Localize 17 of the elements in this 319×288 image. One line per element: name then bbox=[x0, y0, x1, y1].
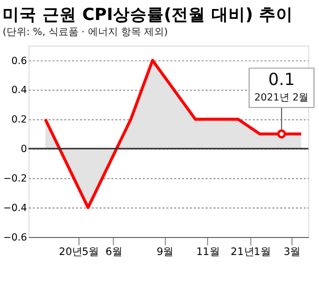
x-tick-label: 11월 bbox=[196, 246, 220, 258]
x-tick-label: 6월 bbox=[106, 246, 122, 258]
y-tick-label: −0.4 bbox=[3, 202, 27, 214]
chart-subtitle: (단위: %, 식료품 · 에너지 항목 제외) bbox=[2, 26, 168, 38]
chart-title: 미국 근원 CPI상승률(전월 대비) 추이 bbox=[2, 5, 293, 24]
x-tick-label: 21년1월 bbox=[230, 246, 270, 258]
annotation: 2021년 2월 bbox=[254, 92, 309, 104]
y-tick-label: −0.6 bbox=[3, 232, 27, 244]
x-tick-label: 3월 bbox=[284, 246, 300, 258]
y-tick-label: 0 bbox=[20, 144, 27, 156]
y-tick-label: 0.4 bbox=[11, 85, 27, 96]
y-tick-label: 0.6 bbox=[11, 56, 27, 67]
x-tick-label: 9월 bbox=[156, 246, 174, 258]
y-tick-label: −0.2 bbox=[3, 174, 27, 185]
annotation: 0.1 bbox=[268, 70, 295, 89]
y-tick-label: 0.2 bbox=[11, 114, 27, 126]
x-tick-label: 20년5월 bbox=[58, 246, 99, 258]
